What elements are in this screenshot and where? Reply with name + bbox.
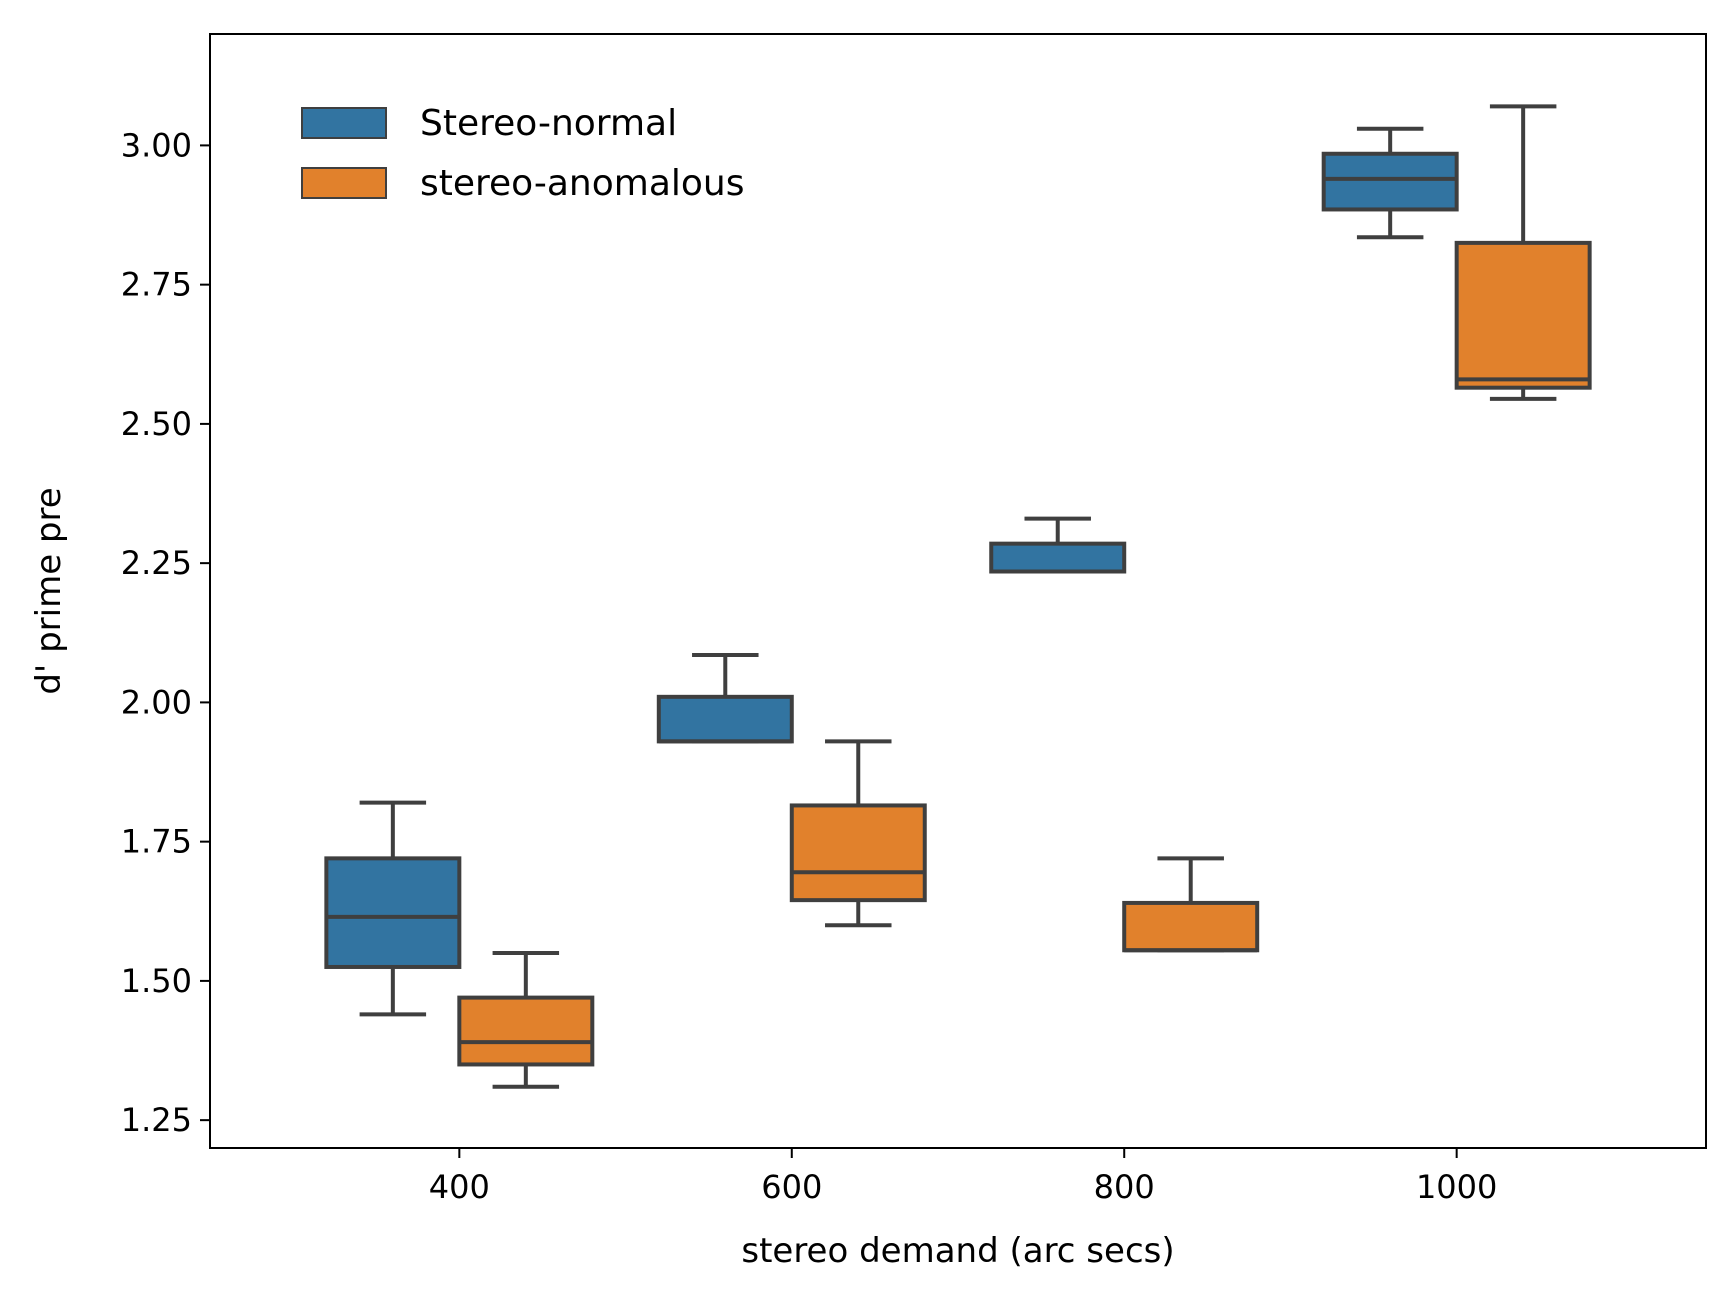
legend-label: Stereo-normal — [420, 103, 677, 144]
x-axis-label: stereo demand (arc secs) — [741, 1231, 1174, 1271]
plot-frame — [209, 33, 1707, 1149]
box-stereo-anomalous-800 — [1122, 856, 1260, 953]
plot-marks — [324, 104, 1592, 1089]
legend-label: stereo-anomalous — [420, 163, 745, 204]
box-stereo-normal-600 — [656, 653, 794, 744]
box-stereo-normal-400 — [324, 800, 462, 1017]
legend-item: stereo-anomalous — [301, 163, 745, 204]
box-iqr — [324, 856, 462, 969]
box-iqr — [1321, 151, 1459, 212]
y-tick-label: 2.00 — [121, 683, 192, 721]
y-tick-label: 2.25 — [121, 544, 192, 582]
y-tick-label: 1.25 — [121, 1101, 192, 1139]
x-tick-label: 800 — [1094, 1168, 1155, 1206]
box-stereo-normal-1000 — [1321, 126, 1459, 240]
y-tick-label: 3.00 — [121, 126, 192, 164]
box-iqr — [656, 694, 794, 744]
box-stereo-normal-800 — [989, 516, 1127, 574]
legend-item: Stereo-normal — [301, 103, 677, 144]
box-iqr — [1122, 900, 1260, 953]
legend-swatch — [301, 107, 387, 139]
y-tick-label: 1.50 — [121, 962, 192, 1000]
y-axis-label: d' prime pre — [29, 487, 69, 694]
x-tick-label: 1000 — [1416, 1168, 1497, 1206]
box-stereo-anomalous-600 — [789, 739, 927, 928]
y-tick-label: 1.75 — [121, 823, 192, 861]
x-tick-label: 600 — [761, 1168, 822, 1206]
x-axis: 400 600 800 1000 — [429, 1148, 1497, 1206]
box-stereo-anomalous-1000 — [1454, 104, 1592, 401]
y-tick-label: 2.50 — [121, 405, 192, 443]
legend-swatch — [301, 167, 387, 199]
box-iqr — [789, 803, 927, 903]
box-stereo-anomalous-400 — [457, 951, 595, 1089]
box-iqr — [989, 541, 1127, 574]
box-iqr — [457, 995, 595, 1067]
y-axis: 1.25 1.50 1.75 2.00 2.25 2.50 2.75 3.00 — [121, 126, 210, 1139]
x-tick-label: 400 — [429, 1168, 490, 1206]
legend: Stereo-normal stereo-anomalous — [301, 103, 745, 204]
y-tick-label: 2.75 — [121, 266, 192, 304]
box-iqr — [1454, 240, 1592, 390]
